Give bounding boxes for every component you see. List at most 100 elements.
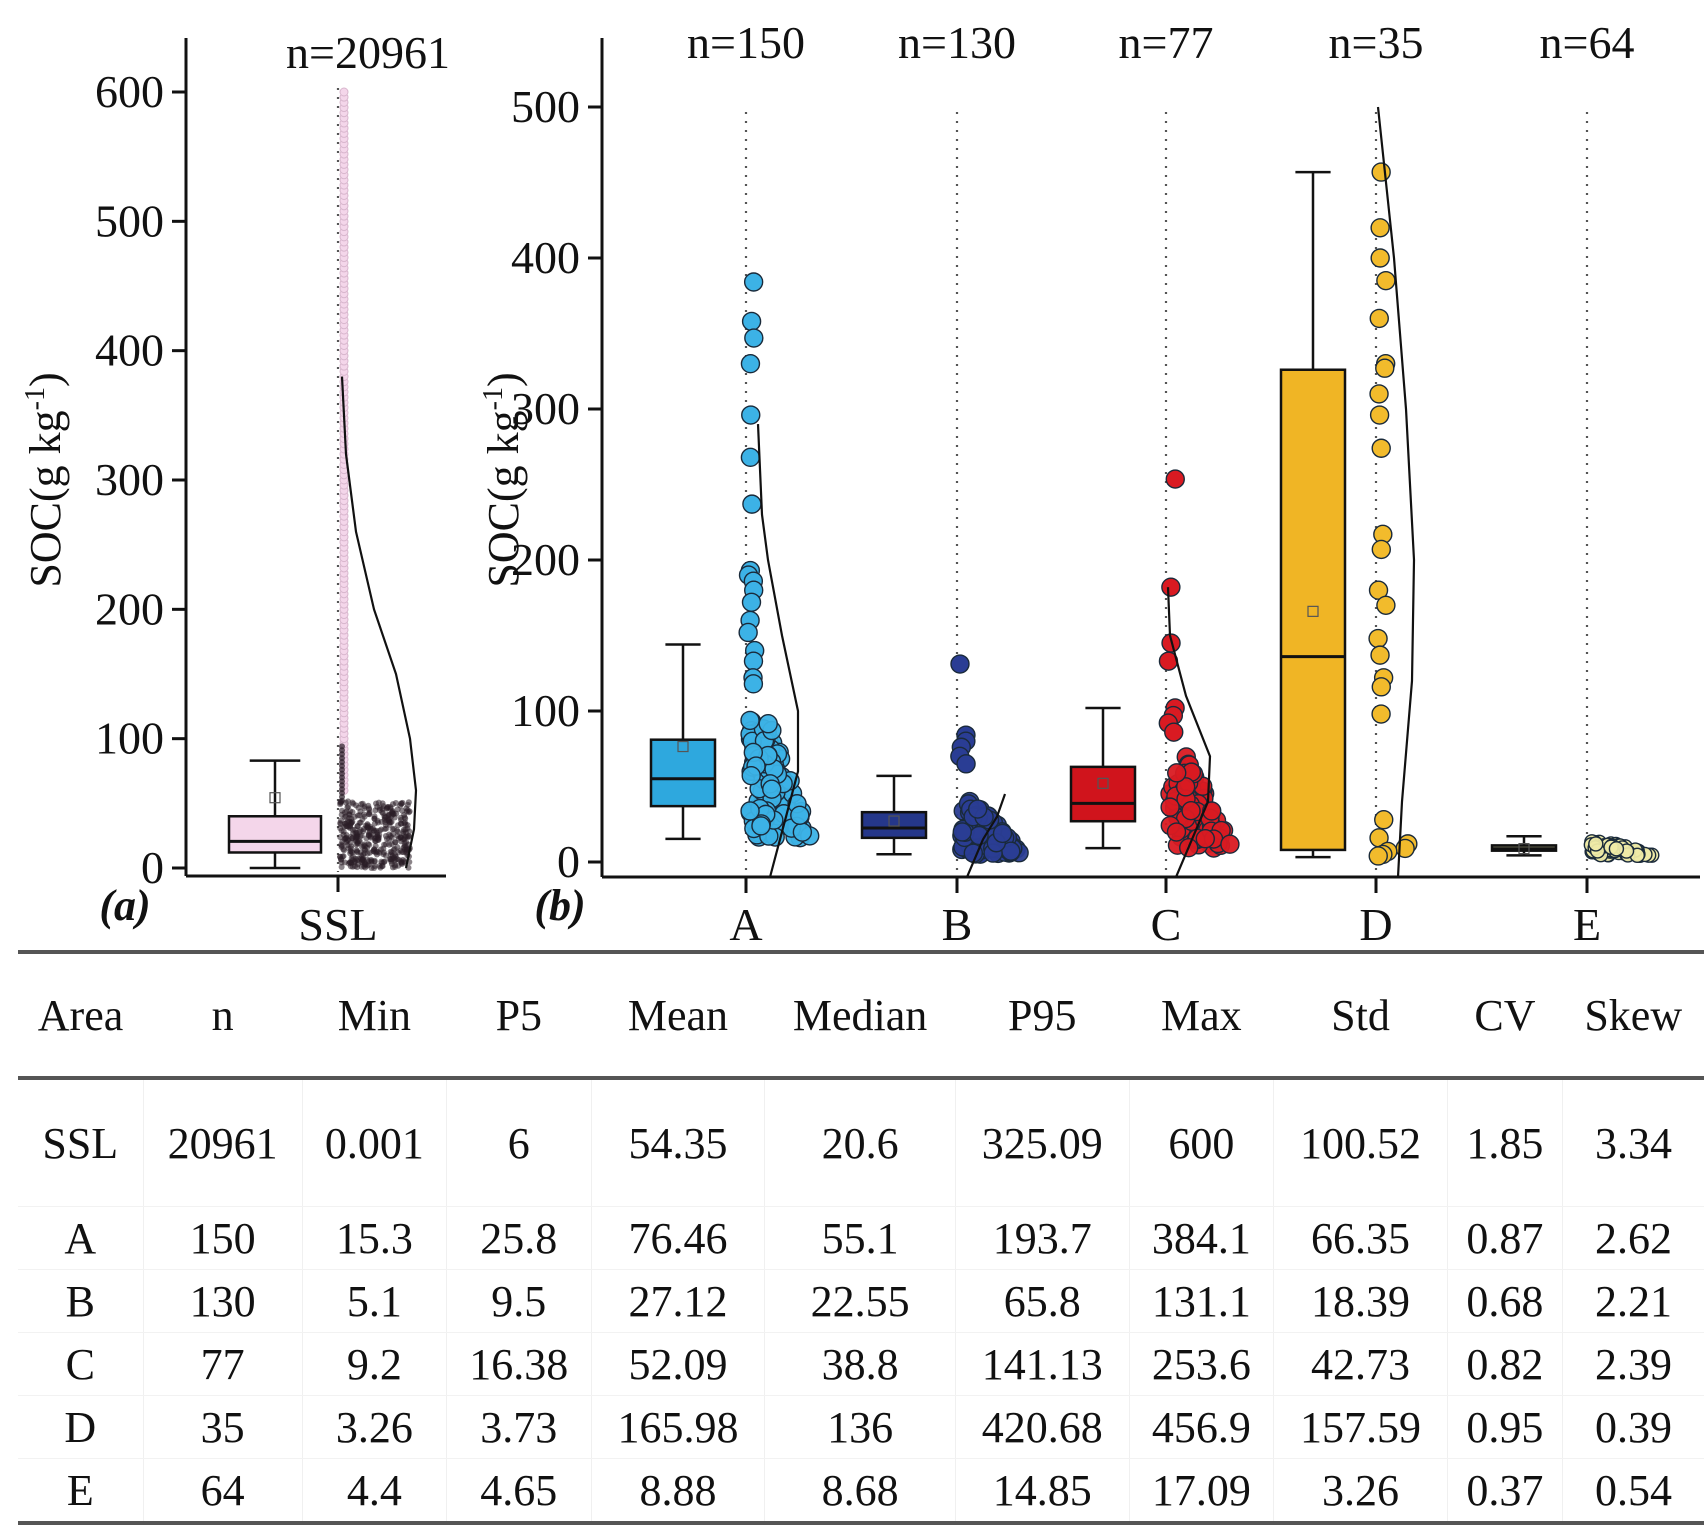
data-point	[365, 841, 372, 848]
panel-a-ssl: 0 100 200 300 400 500 600 SOC(g kg-1) SSL n=20961…	[20, 27, 450, 950]
table-cell-min: 9.2	[301, 1332, 447, 1396]
data-point	[792, 822, 813, 842]
table-cell-area: A	[18, 1206, 144, 1270]
density-curve-c	[1166, 587, 1212, 878]
data-point	[387, 833, 394, 840]
outlier-point	[950, 654, 970, 674]
data-point	[361, 863, 368, 870]
x-tick-label: E	[1573, 899, 1601, 950]
column-header-area: Area	[18, 950, 144, 1080]
table-cell-max: 600	[1128, 1078, 1274, 1207]
x-tick-label: A	[729, 899, 762, 950]
data-point	[741, 765, 761, 786]
data-point	[339, 87, 349, 97]
table-cell-mean: 76.46	[590, 1206, 765, 1270]
iqr-box	[1279, 368, 1347, 852]
data-points	[950, 654, 1029, 864]
table-cell-p5: 3.73	[446, 1395, 592, 1459]
table-cell-area: C	[18, 1332, 144, 1396]
y-tick-label: 400	[95, 325, 164, 376]
sample-count-label: n=77	[1119, 17, 1214, 68]
y-tick-label: 200	[95, 583, 164, 634]
table-cell-skew: 2.21	[1561, 1269, 1704, 1333]
data-point	[351, 863, 358, 870]
table-cell-cv: 0.82	[1446, 1332, 1563, 1396]
table-cell-mean: 54.35	[590, 1078, 765, 1207]
data-point	[364, 822, 371, 829]
table-cell-p95: 65.8	[954, 1269, 1130, 1333]
data-point	[389, 855, 396, 862]
data-point	[1220, 834, 1240, 854]
data-point	[354, 849, 361, 856]
data-point	[337, 819, 344, 826]
data-point	[372, 849, 379, 856]
y-axis-label-close: )	[479, 372, 528, 387]
data-point	[758, 714, 778, 734]
data-point	[390, 810, 397, 817]
table-cell-median: 38.8	[764, 1332, 956, 1396]
table-cell-median: 136	[764, 1395, 956, 1459]
outlier-point	[1371, 438, 1391, 458]
data-point	[402, 821, 409, 828]
table-cell-cv: 1.85	[1446, 1078, 1563, 1207]
table-cell-skew: 3.34	[1561, 1078, 1704, 1207]
table-cell-p95: 141.13	[954, 1332, 1130, 1396]
table-cell-p95: 325.09	[954, 1078, 1130, 1207]
table-cell-cv: 0.87	[1446, 1206, 1563, 1270]
data-point	[379, 800, 386, 807]
y-axis-label-superscript: -1	[20, 387, 51, 410]
data-point	[371, 815, 378, 822]
outlier-point	[1371, 539, 1391, 560]
column-header-cv: CV	[1447, 950, 1563, 1080]
table-cell-cv: 0.68	[1446, 1269, 1563, 1333]
data-point	[1181, 800, 1201, 821]
data-point	[361, 803, 368, 810]
iqr-box	[1069, 765, 1137, 823]
table-cell-std: 3.26	[1273, 1458, 1448, 1525]
outlier-point	[741, 405, 761, 425]
table-cell-skew: 2.62	[1561, 1206, 1704, 1270]
data-point	[402, 826, 409, 833]
data-point	[346, 811, 353, 818]
data-point	[338, 811, 345, 818]
data-point	[360, 826, 367, 833]
y-tick-label: 500	[95, 195, 164, 246]
table-cell-skew: 2.39	[1561, 1332, 1704, 1396]
table-cell-n: 20961	[142, 1078, 303, 1207]
data-point	[350, 853, 357, 860]
data-point	[371, 863, 378, 870]
mean-marker	[677, 740, 689, 753]
data-point	[366, 809, 373, 816]
data-point	[342, 820, 349, 827]
data-points	[1158, 469, 1240, 858]
table-cell-skew: 0.39	[1561, 1395, 1704, 1459]
iqr-box	[227, 815, 323, 854]
table-cell-p5: 16.38	[446, 1332, 592, 1396]
outlier-point	[1375, 358, 1395, 378]
density-curve-b	[965, 793, 1007, 878]
table-row: SSL 20961 0.001 6 54.35 20.6 325.09 600 100.52 1.…	[18, 1078, 1704, 1207]
sample-count-label: n=150	[687, 17, 805, 68]
table-cell-min: 3.26	[301, 1395, 447, 1459]
table-cell-area: D	[18, 1395, 144, 1459]
sample-count-label: n=64	[1540, 17, 1635, 68]
outlier-point	[738, 622, 758, 643]
table-cell-p5: 6	[446, 1078, 592, 1207]
data-point	[372, 807, 379, 814]
table-cell-max: 17.09	[1128, 1458, 1274, 1525]
y-axis-label-text: SOC(g kg	[479, 410, 528, 587]
table-cell-p95: 420.68	[954, 1395, 1130, 1459]
outlier-point	[1376, 270, 1396, 291]
group-e: En=64	[1490, 17, 1660, 950]
outlier-point	[1371, 704, 1391, 724]
table-cell-max: 253.6	[1128, 1332, 1274, 1396]
mean-marker	[888, 815, 900, 827]
table-cell-p5: 9.5	[446, 1269, 592, 1333]
y-axis-label-superscript: -1	[478, 387, 509, 410]
data-point	[402, 815, 409, 822]
data-point	[389, 826, 396, 833]
data-point	[354, 823, 361, 830]
table-cell-n: 64	[142, 1458, 303, 1525]
table-cell-min: 0.001	[301, 1078, 447, 1207]
data-point	[394, 806, 401, 813]
